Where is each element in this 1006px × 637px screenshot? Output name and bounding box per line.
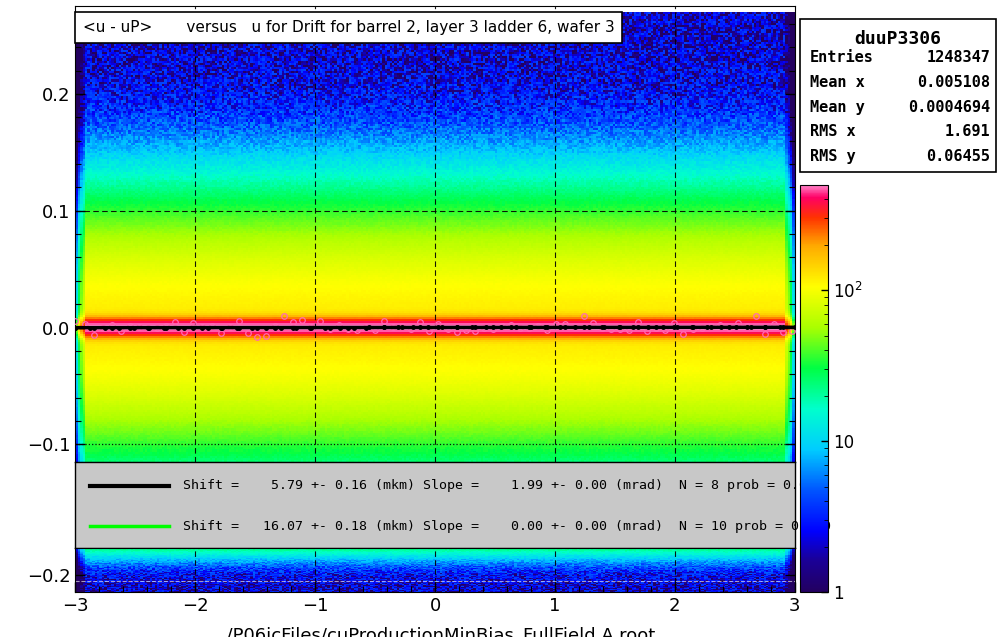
Text: <u - uP>       versus   u for Drift for barrel 2, layer 3 ladder 6, wafer 3: <u - uP> versus u for Drift for barrel 2… [82, 20, 615, 35]
Text: Shift =    5.79 +- 0.16 (mkm) Slope =    1.99 +- 0.00 (mrad)  N = 8 prob = 0.000: Shift = 5.79 +- 0.16 (mkm) Slope = 1.99 … [183, 480, 823, 492]
Text: RMS x: RMS x [810, 124, 855, 140]
Text: Shift =   16.07 +- 0.18 (mkm) Slope =    0.00 +- 0.00 (mrad)  N = 10 prob = 0.00: Shift = 16.07 +- 0.18 (mkm) Slope = 0.00… [183, 520, 831, 533]
Text: 1248347: 1248347 [927, 50, 990, 65]
Text: 0.005108: 0.005108 [917, 75, 990, 90]
Text: 0.06455: 0.06455 [927, 149, 990, 164]
Text: Entries: Entries [810, 50, 873, 65]
Text: Mean y: Mean y [810, 99, 864, 115]
Text: duuP3306: duuP3306 [854, 30, 942, 48]
Text: 0.0004694: 0.0004694 [908, 99, 990, 115]
X-axis label: ../P06icFiles/cuProductionMinBias_FullField.A.root: ../P06icFiles/cuProductionMinBias_FullFi… [215, 626, 655, 637]
Text: Mean x: Mean x [810, 75, 864, 90]
Text: 1.691: 1.691 [945, 124, 990, 140]
Text: RMS y: RMS y [810, 149, 855, 164]
